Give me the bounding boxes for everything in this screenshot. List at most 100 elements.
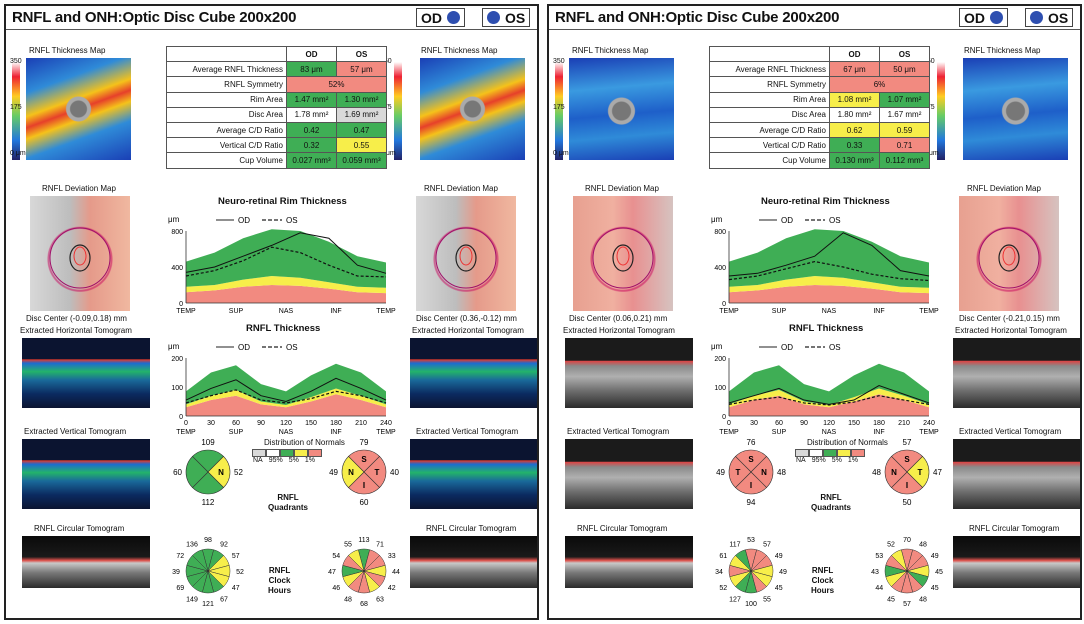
- clock-sector: [192, 549, 209, 572]
- legend-swatch-white: [266, 449, 280, 457]
- metrics-row: RNFL Symmetry 6%: [709, 76, 930, 93]
- metrics-header-row: OD OS: [709, 45, 930, 63]
- scale-tick-left: 0 μm: [553, 150, 569, 157]
- clock-value: 57: [763, 541, 771, 548]
- eye-od: OD: [959, 8, 1008, 27]
- clock-value: 113: [358, 537, 369, 544]
- quadrant-letter-i: I: [750, 481, 752, 490]
- clock-value: 55: [344, 541, 352, 548]
- eye-od-label: OD: [421, 9, 442, 26]
- clock-value: 45: [935, 569, 943, 576]
- vertical-tomogram-title-left: Extracted Vertical Tomogram: [567, 427, 670, 436]
- legend-label: 1%: [847, 457, 858, 464]
- metrics-row: Vertical C/D Ratio 0.32 0.55: [166, 137, 387, 154]
- metric-os-value: 50 μm: [879, 61, 930, 78]
- metric-os-value: 1.07 mm²: [879, 91, 930, 108]
- legend-swatch-gray: [795, 449, 809, 457]
- scale-tick-left: 175: [553, 104, 565, 111]
- distribution-legend: NA 95% 5% 1%: [252, 449, 322, 464]
- horizontal-tomogram-title-right: Extracted Horizontal Tomogram: [955, 326, 1067, 335]
- quadrant-sector-t: [185, 456, 209, 488]
- metrics-row: Average RNFL Thickness 67 μm 50 μm: [709, 61, 930, 78]
- circular-tomogram-title-left: RNFL Circular Tomogram: [34, 524, 125, 533]
- clock-value: 72: [176, 553, 184, 560]
- quadrant-value-i: 60: [360, 498, 369, 507]
- metric-label: Disc Area: [166, 106, 287, 123]
- metric-od-value: 1.78 mm²: [286, 106, 337, 123]
- quadrant-letter-n: N: [348, 468, 354, 477]
- cup-outline: [616, 246, 630, 266]
- rim-legend-os: OS: [829, 216, 841, 225]
- metric-od-value: 83 μm: [286, 61, 337, 78]
- horizontal-tomogram-title-right: Extracted Horizontal Tomogram: [412, 326, 524, 335]
- disc-measure-circle: [592, 227, 654, 289]
- vertical-tomogram-title-right: Extracted Vertical Tomogram: [416, 427, 519, 436]
- metrics-header-os: OS: [879, 45, 930, 63]
- horizontal-tomogram-title-left: Extracted Horizontal Tomogram: [563, 326, 675, 335]
- quadrant-value-s: 79: [360, 438, 369, 447]
- distribution-of-normals-title: Distribution of Normals: [807, 438, 888, 447]
- deviation-map-title-right: RNFL Deviation Map: [967, 184, 1041, 193]
- scale-tick-left: 350: [10, 58, 22, 65]
- clock-value: 47: [232, 585, 240, 592]
- rnfl-xlabel: NAS: [279, 429, 294, 436]
- rnfl-xlabel: TEMP: [376, 429, 396, 436]
- quadrant-value-i: 112: [202, 498, 215, 507]
- quadrant-value-n: 49: [329, 468, 338, 477]
- clock-value: 47: [328, 569, 336, 576]
- quadrant-sector-t: [906, 456, 930, 488]
- horizontal-tomogram-right: [410, 338, 537, 408]
- quadrant-value-s: 57: [903, 438, 912, 447]
- quadrant-sector-i: [735, 471, 767, 495]
- quadrant-letter-n: N: [891, 468, 897, 477]
- thickness-color-scale-left: [12, 62, 20, 160]
- metrics-header-row: OD OS: [166, 45, 387, 63]
- quadrant-sector-n: [884, 456, 908, 488]
- quadrant-value-t: 60: [173, 468, 182, 477]
- rnfl-series-os: [728, 395, 930, 406]
- legend-swatch-gray: [252, 449, 266, 457]
- metrics-row: Disc Area 1.78 mm² 1.69 mm²: [166, 106, 387, 123]
- quadrant-sector-s: [192, 449, 224, 473]
- rnfl-xlabel: SUP: [772, 429, 787, 436]
- cup-outline: [73, 246, 87, 266]
- clock-value: 149: [186, 597, 198, 604]
- rim-xlabel: NAS: [279, 308, 294, 315]
- rim-ylabel: μm: [711, 215, 723, 224]
- quadrant-sector-n: [207, 456, 231, 488]
- clock-value: 46: [332, 585, 340, 592]
- rnfl-xtick: 90: [800, 420, 808, 427]
- rim-band-normal: [729, 229, 929, 288]
- clock-value: 136: [186, 541, 198, 548]
- disc-outline: [69, 244, 91, 272]
- rim-ytick: 800: [171, 229, 183, 236]
- eye-od: OD: [416, 8, 465, 27]
- rnfl-thickness-map-right: [420, 58, 525, 160]
- clock-value: 68: [360, 601, 368, 608]
- clock-value: 127: [729, 597, 741, 604]
- metric-symmetry-value: 6%: [829, 76, 930, 93]
- metric-label: Disc Area: [709, 106, 830, 123]
- circular-tomogram-title-left: RNFL Circular Tomogram: [577, 524, 668, 533]
- clock-value: 52: [719, 585, 727, 592]
- rnfl-band-normal: [729, 363, 929, 405]
- clock-sector: [891, 549, 908, 572]
- metric-od-value: 0.130 mm³: [829, 152, 880, 169]
- rnfl-series-os: [185, 389, 387, 404]
- cup-outline: [1002, 246, 1016, 266]
- clock-value: 49: [779, 569, 787, 576]
- metric-os-value: 0.112 mm³: [879, 152, 930, 169]
- rnfl-ytick: 200: [714, 356, 726, 363]
- legend-swatch-yellow: [294, 449, 308, 457]
- legend-label: 1%: [304, 457, 315, 464]
- rim-band-below-1pct: [186, 285, 386, 303]
- clock-value: 100: [745, 601, 757, 608]
- legend-label: 5%: [288, 457, 299, 464]
- disc-center-right: Disc Center (-0.21,0.15) mm: [959, 314, 1060, 323]
- rnfl-deviation-map-right: [416, 196, 516, 311]
- clock-value: 45: [931, 585, 939, 592]
- clock-value: 117: [729, 541, 740, 548]
